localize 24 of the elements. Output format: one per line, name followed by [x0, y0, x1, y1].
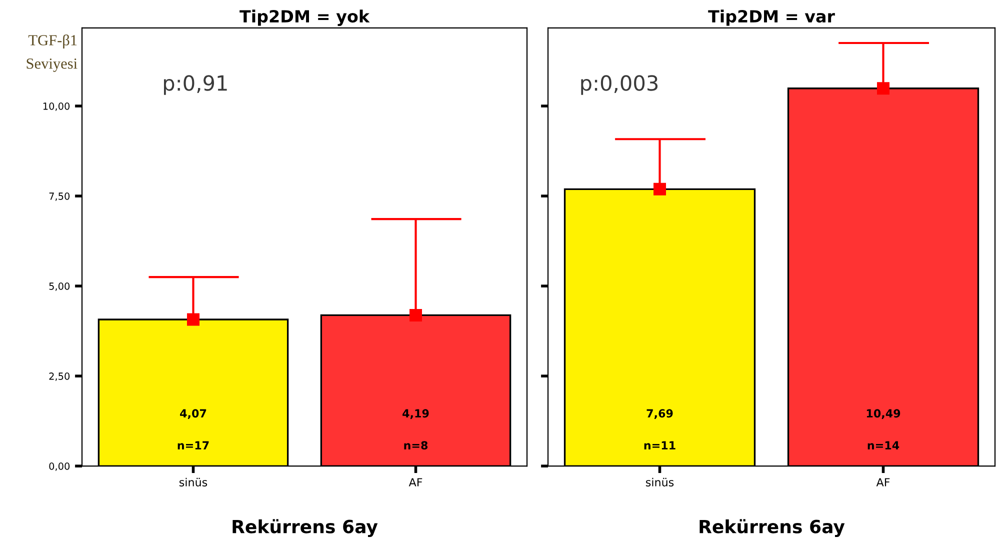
y-tick-label: 0,00	[49, 462, 70, 471]
x-tick-label: sinüs	[179, 478, 208, 486]
y-tick-label: 5,00	[49, 282, 70, 291]
x-axis-title: Rekürrens 6ay	[700, 519, 845, 538]
data-label: 10,49	[866, 409, 900, 419]
y-tick-label: 2,50	[49, 372, 70, 381]
y-tick-label: 7,50	[49, 192, 70, 201]
x-tick-label: sinüs	[646, 478, 674, 486]
annotation: p:0,003	[581, 75, 658, 95]
data-label: 4,19	[402, 409, 429, 419]
x-axis-title: Rekürrens 6ay	[232, 519, 378, 538]
annotation: n=11	[644, 441, 676, 450]
chart-title: Tip2DM = yok	[240, 10, 370, 26]
x-tick-label: AF	[408, 478, 422, 486]
annotation: p:0,91	[164, 75, 227, 95]
data-label: 7,69	[646, 409, 673, 419]
x-tick-label: AF	[876, 478, 890, 486]
y-tick-label: 10,00	[43, 102, 70, 111]
annotation: n=17	[178, 441, 209, 450]
y-axis-title: TGF-β1 Seviyesi	[26, 34, 78, 72]
chart-title: Tip2DM = var	[708, 10, 835, 26]
annotation: n=14	[868, 441, 900, 450]
data-label: 4,07	[180, 409, 206, 419]
annotation: n=8	[404, 441, 428, 450]
